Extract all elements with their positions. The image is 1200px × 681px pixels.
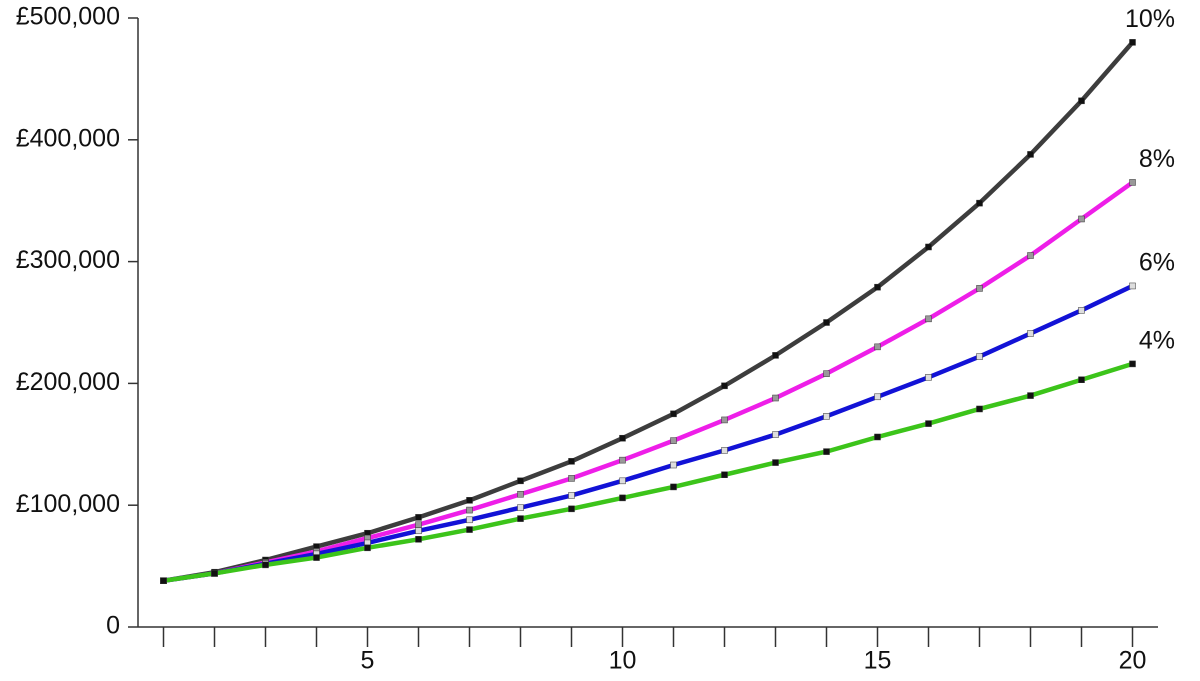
marker — [211, 570, 218, 577]
y-tick-label: 0 — [106, 612, 120, 640]
marker — [823, 413, 830, 420]
marker — [262, 561, 269, 569]
marker — [925, 420, 932, 427]
x-tick-label: 5 — [361, 647, 375, 675]
marker — [874, 283, 881, 291]
marker — [874, 393, 881, 401]
marker — [415, 521, 422, 528]
marker — [976, 405, 983, 413]
y-tick-label: £200,000 — [16, 368, 120, 396]
line-series — [163, 180, 1134, 583]
marker — [619, 434, 626, 442]
marker — [466, 497, 473, 504]
marker — [466, 516, 473, 524]
y-tick-label: £300,000 — [16, 246, 120, 274]
marker — [721, 471, 728, 478]
marker — [568, 492, 575, 499]
marker — [619, 494, 626, 502]
marker — [772, 431, 779, 438]
marker — [160, 577, 167, 584]
marker — [415, 514, 422, 521]
marker — [517, 477, 524, 485]
marker — [517, 515, 524, 522]
marker — [1129, 360, 1136, 368]
marker — [466, 506, 473, 514]
marker — [1027, 252, 1034, 259]
marker — [976, 285, 983, 292]
marker — [1129, 282, 1136, 290]
marker — [772, 352, 779, 359]
marker — [1129, 179, 1136, 186]
marker — [772, 459, 779, 466]
marker — [874, 343, 881, 351]
marker — [619, 456, 626, 464]
series-label: 4% — [1139, 327, 1175, 355]
line-series — [163, 40, 1135, 583]
marker — [925, 315, 932, 323]
marker — [721, 416, 728, 424]
marker — [721, 382, 728, 390]
marker — [415, 536, 422, 543]
y-tick-label: £400,000 — [16, 124, 120, 152]
marker — [925, 243, 932, 251]
marker — [1129, 39, 1136, 46]
marker — [1027, 392, 1034, 399]
marker — [823, 319, 830, 326]
marker — [925, 374, 932, 381]
marker — [1027, 151, 1034, 158]
marker — [619, 477, 626, 485]
x-tick-label: 15 — [864, 647, 892, 675]
marker — [772, 394, 779, 402]
marker — [670, 461, 677, 469]
marker — [1078, 215, 1085, 223]
line-series — [163, 361, 1134, 583]
marker — [364, 544, 371, 552]
marker — [1078, 376, 1085, 383]
series-label: 6% — [1139, 249, 1175, 277]
series-label: 8% — [1139, 145, 1175, 173]
marker — [568, 475, 575, 482]
marker — [568, 458, 575, 465]
marker — [568, 505, 575, 513]
marker — [313, 554, 320, 561]
marker — [670, 437, 677, 444]
y-tick-label: £100,000 — [16, 490, 120, 518]
marker — [670, 483, 677, 491]
marker — [823, 370, 830, 377]
marker — [517, 504, 524, 511]
series-label: 10% — [1125, 5, 1175, 33]
marker — [874, 433, 881, 441]
marker — [670, 410, 677, 418]
marker — [466, 526, 473, 533]
marker — [976, 353, 983, 360]
marker — [721, 447, 728, 454]
marker — [517, 490, 524, 498]
marker — [976, 199, 983, 207]
line-series — [163, 283, 1134, 583]
marker — [823, 448, 830, 455]
x-tick-label: 20 — [1119, 647, 1147, 675]
marker — [415, 527, 422, 535]
x-tick-label: 10 — [609, 647, 637, 675]
marker — [1078, 307, 1085, 314]
y-tick-label: £500,000 — [16, 3, 120, 31]
marker — [1027, 330, 1034, 337]
marker — [1078, 97, 1085, 105]
